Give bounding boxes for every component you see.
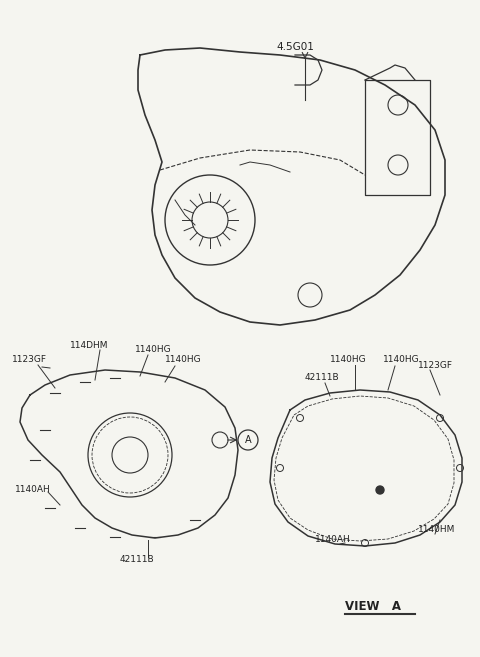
Text: 1140HM: 1140HM — [418, 526, 456, 535]
Text: 1140HG: 1140HG — [165, 355, 202, 365]
Text: 1140HG: 1140HG — [135, 346, 172, 355]
Circle shape — [376, 486, 384, 494]
Text: 1140HG: 1140HG — [330, 355, 367, 365]
Text: 42111B: 42111B — [305, 373, 340, 382]
Text: 1123GF: 1123GF — [418, 361, 453, 369]
Text: VIEW   A: VIEW A — [345, 600, 401, 614]
Text: 42111B: 42111B — [120, 556, 155, 564]
Text: A: A — [245, 435, 252, 445]
Text: 1140HG: 1140HG — [383, 355, 420, 365]
Text: 4.5G01: 4.5G01 — [276, 42, 314, 52]
Text: 1123GF: 1123GF — [12, 355, 47, 365]
Text: 1140AH: 1140AH — [315, 535, 351, 545]
Text: 114DHM: 114DHM — [70, 340, 108, 350]
Text: 1140AH: 1140AH — [15, 486, 51, 495]
